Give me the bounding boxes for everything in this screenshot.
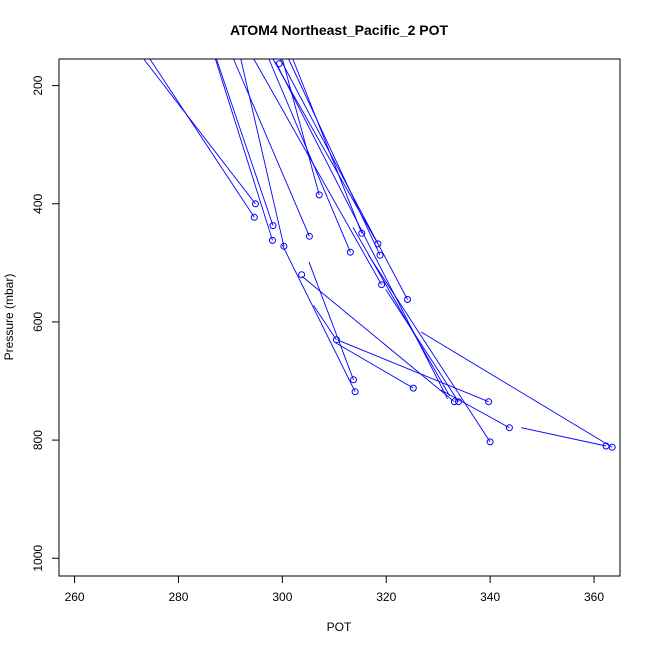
data-point: [455, 398, 462, 406]
series-line-segment: [233, 58, 310, 237]
x-tick-label: 360: [584, 590, 604, 604]
data-point: [332, 336, 340, 344]
data-point: [486, 438, 494, 446]
series-line-segment: [335, 342, 414, 389]
data-point: [315, 191, 323, 199]
series-line-segment: [240, 58, 285, 247]
data-point: [280, 242, 288, 250]
x-axis-label: POT: [327, 620, 352, 634]
series-line-segment: [521, 427, 607, 447]
data-series: [143, 58, 616, 451]
series-line-segment: [352, 227, 450, 397]
data-point: [350, 376, 357, 384]
data-point: [505, 424, 513, 432]
data-point: [275, 60, 283, 68]
y-tick-label: 1000: [31, 545, 45, 572]
series-line-segment: [440, 389, 510, 429]
y-axis-label: Pressure (mbar): [2, 274, 16, 361]
y-tick-label: 800: [31, 430, 45, 450]
data-point: [358, 229, 366, 237]
series-line-segment: [268, 58, 351, 253]
data-point: [409, 384, 417, 392]
series-line-segment: [292, 58, 363, 234]
data-point: [374, 240, 382, 248]
series-line-segment: [253, 58, 382, 285]
series-line-segment: [281, 58, 320, 196]
x-tick-label: 340: [480, 590, 500, 604]
data-point: [269, 222, 277, 230]
series-line-segment: [313, 305, 337, 340]
series-line-segment: [385, 289, 459, 402]
series-line-segment: [214, 58, 273, 241]
y-tick-label: 200: [31, 75, 45, 95]
x-tick-label: 260: [65, 590, 85, 604]
series-line-segment: [281, 244, 356, 392]
data-point: [250, 213, 258, 221]
data-point: [269, 236, 276, 244]
data-point: [485, 398, 493, 406]
data-point: [378, 281, 386, 289]
y-tick-label: 400: [31, 193, 45, 213]
data-point: [351, 388, 359, 396]
series-line-segment: [301, 276, 455, 403]
data-point: [376, 251, 384, 259]
x-tick-label: 320: [376, 590, 396, 604]
x-tick-label: 300: [272, 590, 292, 604]
data-point: [404, 296, 411, 303]
series-line-segment: [308, 261, 354, 380]
series-line-segment: [288, 58, 381, 256]
series-line-segment: [368, 254, 491, 443]
data-point: [450, 398, 458, 406]
series-line-segment: [339, 340, 489, 403]
series-line-segment: [149, 58, 255, 218]
data-point: [298, 271, 306, 279]
chart-title: ATOM4 Northeast_Pacific_2 POT: [230, 22, 449, 38]
data-point: [305, 232, 313, 240]
x-axis: 260 280 300 320 340 360: [65, 575, 604, 604]
data-point: [608, 443, 616, 451]
y-tick-label: 600: [31, 312, 45, 332]
series-line-segment: [420, 331, 613, 448]
data-point: [346, 248, 354, 256]
series-line-segment: [215, 58, 274, 226]
x-tick-label: 280: [168, 590, 188, 604]
series-line-segment: [143, 58, 256, 205]
y-axis: 200 400 600 800 1000: [31, 75, 60, 572]
data-point: [251, 200, 259, 208]
series-line-segment: [279, 58, 408, 300]
